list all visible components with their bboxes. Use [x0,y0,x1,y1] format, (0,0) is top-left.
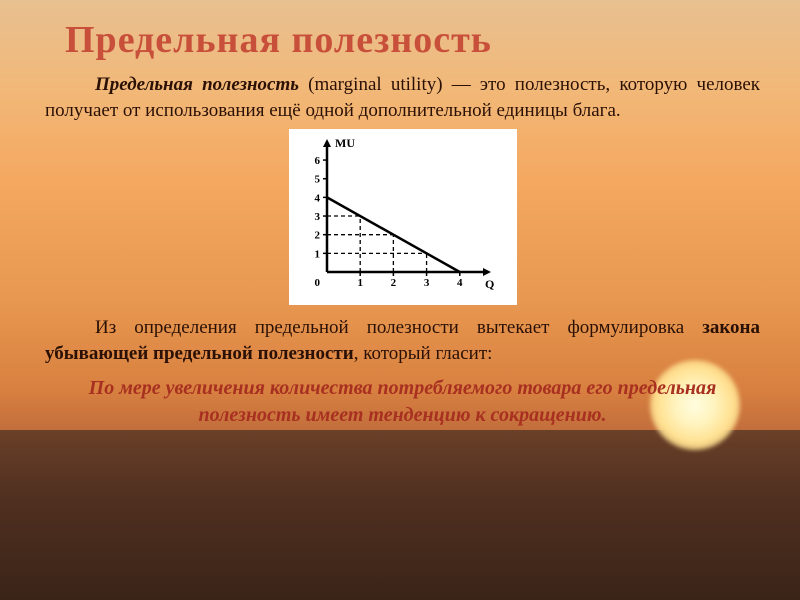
svg-text:2: 2 [314,230,320,242]
svg-text:1: 1 [357,277,363,289]
svg-text:2: 2 [390,277,396,289]
slide-content: Предельная полезность Предельная полезно… [0,0,800,449]
svg-text:5: 5 [314,174,320,186]
svg-text:4: 4 [314,193,320,205]
law-pre: Из определения предельной полезности выт… [95,317,684,338]
chart-container: 1 2 3 4 5 6 0 1 2 3 4 MU Q [45,129,760,305]
svg-text:4: 4 [457,277,463,289]
law-statement: По мере увеличения количества потребляем… [45,375,760,429]
svg-text:1: 1 [314,249,320,261]
mu-chart: 1 2 3 4 5 6 0 1 2 3 4 MU Q [289,129,517,305]
horizon-strip [0,430,800,600]
svg-text:Q: Q [485,277,494,291]
law-intro-paragraph: Из определения предельной полезности выт… [45,315,760,366]
slide-title: Предельная полезность [65,18,760,62]
svg-text:MU: MU [335,137,355,150]
svg-text:6: 6 [314,155,320,167]
law-post: , который гласит: [354,343,493,364]
svg-text:3: 3 [314,211,320,223]
definition-paragraph: Предельная полезность (marginal utility)… [45,72,760,123]
term-bolditalic: Предельная полезность [95,74,299,95]
svg-text:0: 0 [314,277,320,289]
chart-svg: 1 2 3 4 5 6 0 1 2 3 4 MU Q [299,137,499,292]
svg-text:3: 3 [423,277,429,289]
